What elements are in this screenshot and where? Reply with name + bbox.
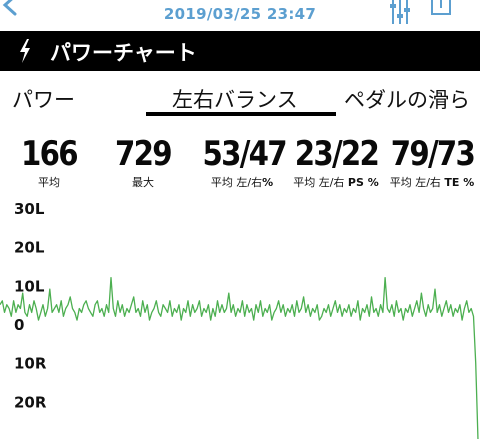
tab-power[interactable]: パワー: [12, 88, 75, 112]
share-icon[interactable]: [426, 0, 456, 18]
stat-average: 166 平均: [4, 134, 94, 190]
stat-lr-balance: 53/47 平均 左/右%: [196, 134, 288, 190]
top-bar: 2019/03/25 23:47: [0, 0, 480, 30]
stat-value: 729: [115, 134, 173, 174]
tab-pedal-smoothness[interactable]: ペダルの滑ら: [344, 88, 470, 112]
stats-row: 166 平均 729 最大 53/47 平均 左/右% 23/22 平均 左/右…: [0, 134, 480, 194]
balance-line: [0, 276, 479, 439]
stat-label: 平均 左/右%: [210, 176, 274, 189]
stat-label: 最大: [132, 176, 154, 189]
balance-chart: 30L 20L 10L 0 10R 20R: [0, 200, 479, 439]
stat-value: 53/47: [202, 134, 287, 174]
tab-selected-indicator: [146, 112, 336, 116]
datetime: 2019/03/25 23:47: [163, 5, 317, 23]
y-tick-label: 10R: [14, 355, 47, 373]
chevron-left-icon[interactable]: [0, 0, 24, 18]
lightning-bolt-icon: [20, 39, 30, 63]
stat-ps-balance: 23/22 平均 左/右 PS %: [288, 134, 384, 190]
y-tick-label: 20L: [14, 239, 45, 257]
stat-max: 729 最大: [98, 134, 188, 190]
stat-value: 79/73: [390, 134, 476, 174]
y-tick-label: 10L: [14, 277, 45, 295]
stat-value: 166: [21, 134, 79, 174]
sliders-icon[interactable]: [388, 0, 412, 24]
tab-bar: パワー 左右バランス ペダルの滑ら: [0, 84, 480, 124]
y-tick-label: 20R: [14, 393, 47, 411]
stat-value: 23/22: [294, 134, 380, 174]
y-tick-label: 30L: [14, 200, 45, 218]
stat-label: 平均: [38, 176, 60, 189]
tab-balance[interactable]: 左右バランス: [172, 88, 298, 112]
title-bar: パワーチャート: [0, 31, 480, 71]
y-tick-label: 0: [14, 316, 24, 334]
page-title: パワーチャート: [50, 41, 197, 65]
stat-te-balance: 79/73 平均 左/右 TE %: [384, 134, 480, 190]
stat-label: 平均 左/右 PS %: [293, 176, 379, 189]
stat-label: 平均 左/右 TE %: [389, 176, 475, 189]
